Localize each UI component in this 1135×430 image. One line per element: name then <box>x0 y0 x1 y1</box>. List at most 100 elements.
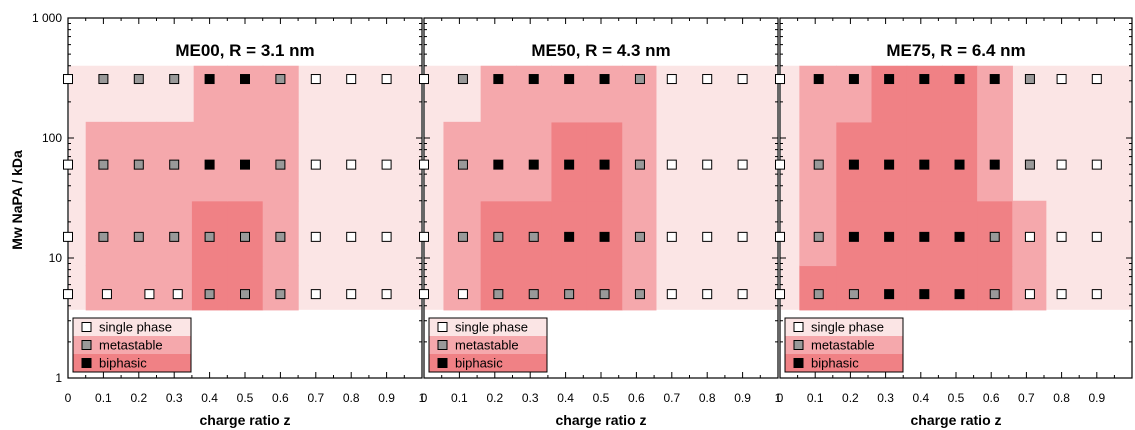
metastable-marker <box>169 74 180 85</box>
legend-label: biphasic <box>99 356 147 371</box>
x-tick-label: 0.7 <box>1018 391 1035 405</box>
biphasic-marker <box>493 159 504 170</box>
single-marker <box>419 159 429 170</box>
metastable-marker <box>275 289 286 300</box>
biphasic-marker <box>528 74 539 85</box>
single-marker <box>737 159 748 170</box>
x-axis-label: charge ratio z <box>910 412 1001 428</box>
single-marker <box>1091 159 1102 170</box>
single-marker <box>419 74 429 85</box>
legend-marker <box>81 340 92 350</box>
metastable-marker <box>989 231 1000 242</box>
metastable-marker <box>133 74 144 85</box>
biphasic-marker <box>599 74 610 85</box>
single-marker <box>144 289 155 300</box>
y-tick-label: 100 <box>42 131 62 145</box>
metastable-marker <box>98 231 109 242</box>
single-marker <box>419 289 429 300</box>
metastable-marker <box>634 289 645 300</box>
metastable-marker <box>813 289 824 300</box>
single-marker <box>310 74 321 85</box>
single-marker <box>1091 231 1102 242</box>
x-tick-label: 0.6 <box>983 391 1000 405</box>
metastable-marker <box>528 289 539 300</box>
metastable-marker <box>599 289 610 300</box>
biphasic-marker <box>599 231 610 242</box>
legend-marker <box>793 322 804 332</box>
single-marker <box>702 289 713 300</box>
legend-label: biphasic <box>811 356 859 371</box>
single-marker <box>381 159 392 170</box>
single-marker <box>346 231 357 242</box>
biphasic-region-cell <box>551 265 588 311</box>
x-tick-label: 0.1 <box>807 391 824 405</box>
single-marker <box>666 159 677 170</box>
legend-band <box>73 336 191 354</box>
metastable-marker <box>457 231 468 242</box>
metastable-region-cell <box>622 265 657 311</box>
biphasic-marker <box>919 289 930 300</box>
biphasic-region-cell <box>977 265 1013 311</box>
x-tick-label: 1 <box>775 391 782 405</box>
single-marker <box>702 231 713 242</box>
single-marker <box>101 289 112 300</box>
x-tick-label: 0.4 <box>201 391 218 405</box>
metastable-marker <box>204 231 215 242</box>
x-tick-label: 0.1 <box>451 391 468 405</box>
metastable-marker <box>848 289 859 300</box>
metastable-region-cell <box>262 265 299 311</box>
single-marker <box>702 74 713 85</box>
legend-marker <box>793 340 804 350</box>
biphasic-marker <box>528 159 539 170</box>
single-marker <box>63 159 73 170</box>
biphasic-marker <box>954 159 965 170</box>
legend-band <box>73 318 191 336</box>
y-tick-label: 10 <box>49 251 63 265</box>
metastable-region-cell <box>85 265 122 311</box>
single-marker <box>63 74 73 85</box>
single-marker <box>1091 289 1102 300</box>
legend-band <box>429 336 547 354</box>
legend-label: single phase <box>455 320 528 335</box>
x-tick-label: 0.5 <box>593 391 610 405</box>
metastable-marker <box>634 159 645 170</box>
metastable-region-cell <box>121 265 158 311</box>
single-marker <box>1056 231 1067 242</box>
x-tick-label: 1 <box>419 391 426 405</box>
legend-marker <box>793 358 804 368</box>
panel-title: ME00, R = 3.1 nm <box>175 41 314 60</box>
biphasic-marker <box>240 74 250 85</box>
legend-label: metastable <box>99 338 163 353</box>
metastable-marker <box>240 289 250 300</box>
biphasic-region-cell <box>516 265 553 311</box>
x-axis-label: charge ratio z <box>199 412 290 428</box>
legend-label: single phase <box>99 320 172 335</box>
metastable-marker <box>634 231 645 242</box>
single-marker <box>63 231 73 242</box>
metastable-region-cell <box>1012 265 1047 311</box>
x-tick-label: 0.3 <box>166 391 183 405</box>
single-marker <box>346 159 357 170</box>
legend-band <box>785 354 903 372</box>
single-marker <box>1024 231 1035 242</box>
x-tick-label: 0.9 <box>1088 391 1105 405</box>
biphasic-marker <box>954 289 965 300</box>
x-axis-label: charge ratio z <box>555 412 646 428</box>
biphasic-marker <box>884 231 895 242</box>
metastable-marker <box>528 231 539 242</box>
x-tick-label: 0.5 <box>948 391 965 405</box>
legend-marker <box>437 322 448 332</box>
metastable-marker <box>989 289 1000 300</box>
biphasic-marker <box>848 231 859 242</box>
biphasic-marker <box>564 74 575 85</box>
biphasic-marker <box>884 74 895 85</box>
legend-marker <box>81 322 92 332</box>
single-marker <box>1056 74 1067 85</box>
biphasic-marker <box>240 159 250 170</box>
metastable-marker <box>98 74 109 85</box>
biphasic-region-cell <box>941 265 978 311</box>
single-marker <box>381 231 392 242</box>
biphasic-marker <box>919 231 930 242</box>
metastable-marker <box>275 231 286 242</box>
